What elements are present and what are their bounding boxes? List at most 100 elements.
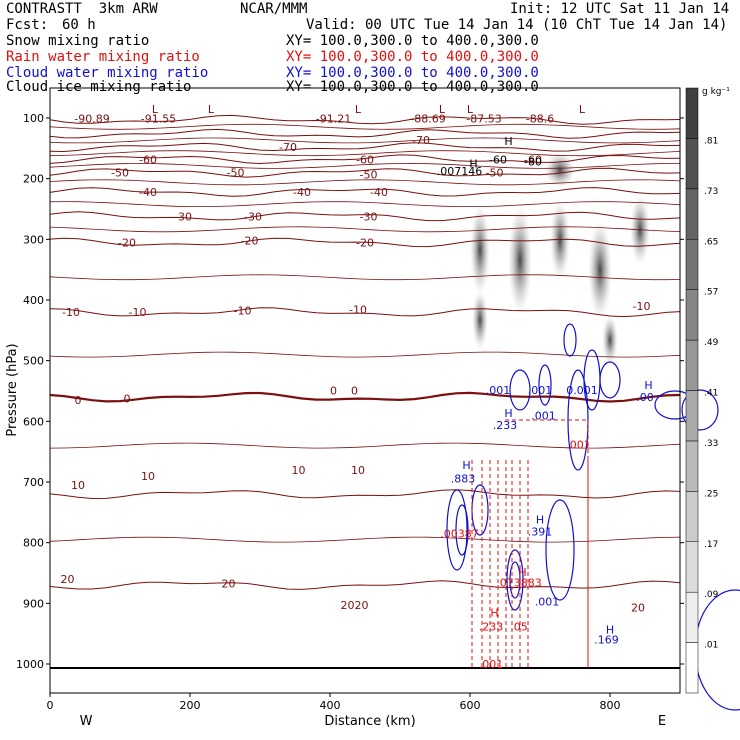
isotherm-label: -30 — [244, 210, 262, 223]
isotherm-label: -10 — [349, 304, 367, 317]
y-tick-label: 300 — [23, 233, 44, 246]
y-tick-label: 200 — [23, 173, 44, 186]
isotherm-label: 10 — [351, 464, 365, 477]
contour-labels: -90.89 -91.55 -91.21 -88.69 -87.53 -88.6 -70 -7… — [61, 103, 654, 671]
value-annotation: .001 — [479, 658, 504, 671]
cloud-water-contour — [509, 369, 531, 411]
snow-blob — [472, 290, 488, 350]
isotherm-label: 0 — [351, 384, 358, 397]
cloud-water-contour — [455, 504, 469, 556]
isotherm-label: -10 — [129, 306, 147, 319]
low-marker: L — [439, 103, 446, 116]
cloud-water-contour — [681, 389, 719, 431]
snow-blob — [470, 205, 490, 295]
colorbar-label: .01 — [704, 641, 718, 651]
y-tick-label: 400 — [23, 294, 44, 307]
isotherm-label: -50 — [486, 167, 504, 180]
colorbar-label: .09 — [704, 590, 719, 600]
cloud-water-contour — [599, 361, 621, 399]
temperature-isotherms — [49, 114, 681, 669]
isotherm-line — [49, 391, 681, 403]
snow-shading — [470, 152, 650, 365]
isotherm-line — [49, 201, 681, 208]
colorbar-label: .49 — [704, 338, 719, 348]
field-name-cloud-ice: Cloud ice mixing ratio — [6, 79, 192, 95]
isotherm-line — [49, 237, 681, 248]
colorbar-label: .41 — [704, 389, 718, 399]
isotherm-label: 10 — [71, 479, 85, 492]
value-annotation: .001 — [531, 409, 556, 422]
field-xy-rain: XY= 100.0,300.0 to 400.0,300.0 — [286, 49, 539, 65]
y-tick-label: 500 — [23, 355, 44, 368]
colorbar-segment — [685, 289, 699, 341]
value-annotation: -60 — [489, 153, 507, 166]
value-annotation: H — [606, 623, 614, 636]
isotherm-label: 0 — [75, 394, 82, 407]
isotherm-line — [49, 162, 681, 169]
y-tick-label: 1000 — [16, 658, 44, 671]
value-annotation: .00 — [636, 391, 654, 404]
y-tick-label: 800 — [23, 537, 44, 550]
x-tick-label: 200 — [180, 699, 201, 712]
isotherm-label: -40 — [293, 186, 311, 199]
rain-contour — [505, 419, 589, 668]
y-axis-label: Pressure (hPa) — [5, 343, 20, 436]
isotherm-label: -91.55 — [141, 113, 176, 126]
snow-blob — [588, 220, 612, 320]
field-xy-cloud-water: XY= 100.0,300.0 to 400.0,300.0 — [286, 65, 539, 81]
plot-frame — [49, 87, 681, 694]
snow-blob — [602, 315, 618, 365]
value-annotation: .001 — [528, 384, 553, 397]
y-tick-label: 600 — [23, 415, 44, 428]
value-annotation: H — [490, 606, 498, 619]
isotherm-label: -88.69 — [410, 113, 445, 126]
value-annotation: .883 — [451, 472, 476, 485]
cloud-water-contour — [563, 323, 577, 357]
field-name-snow: Snow mixing ratio — [6, 33, 150, 49]
snow-blob — [550, 200, 570, 280]
low-marker: L — [579, 103, 586, 116]
value-annotation: 0.001 — [566, 384, 598, 397]
value-annotation: -80 — [524, 156, 542, 169]
isotherm-line — [49, 187, 681, 197]
value-annotation: .169 — [594, 634, 619, 647]
isotherm-label: 20 — [631, 602, 645, 615]
org-label: NCAR/MMM — [240, 1, 308, 17]
isotherm-line — [49, 226, 681, 233]
isotherm-label: 20 — [61, 573, 75, 586]
isotherm-label: -20 — [241, 235, 259, 248]
isotherm-line — [49, 536, 681, 543]
isotherm-label: -50 — [227, 167, 245, 180]
colorbar-segment — [685, 390, 699, 442]
isotherm-line — [49, 128, 681, 139]
isotherm-label: -60 — [524, 153, 542, 166]
value-annotation: H — [504, 135, 512, 148]
west-label: W — [80, 714, 93, 729]
x-tick-label: 400 — [320, 699, 341, 712]
y-tick-label: 700 — [23, 476, 44, 489]
fcst-value: 60 h — [62, 17, 96, 33]
cloud-water-contour — [506, 549, 524, 611]
isotherm-label: -30 — [174, 210, 192, 223]
field-xy-snow: XY= 100.0,300.0 to 400.0,300.0 — [286, 33, 539, 49]
x-axis-label: Distance (km) — [324, 714, 415, 729]
isotherm-label: -20 — [118, 236, 136, 249]
value-annotation: H — [469, 158, 477, 171]
colorbar-label: .65 — [704, 237, 718, 247]
colorbar-segment — [685, 591, 699, 643]
isotherm-label: 0 — [330, 384, 337, 397]
value-annotation: H — [462, 459, 470, 472]
isotherm-label: 20 — [222, 577, 236, 590]
isotherm-label: -50 — [360, 168, 378, 181]
isotherm-line — [49, 307, 681, 318]
isotherm-line — [49, 137, 681, 144]
isotherm-line — [49, 442, 681, 449]
isotherm-label: -60 — [356, 153, 374, 166]
low-marker: L — [355, 103, 362, 116]
valid-time: Valid: 00 UTC Tue 14 Jan 14 (10 ChT Tue … — [306, 17, 728, 33]
isotherm-line — [49, 167, 681, 178]
isotherm-label: -87.53 — [466, 113, 501, 126]
value-annotation: .233 — [493, 419, 518, 432]
value-annotation: .001 — [535, 596, 560, 609]
